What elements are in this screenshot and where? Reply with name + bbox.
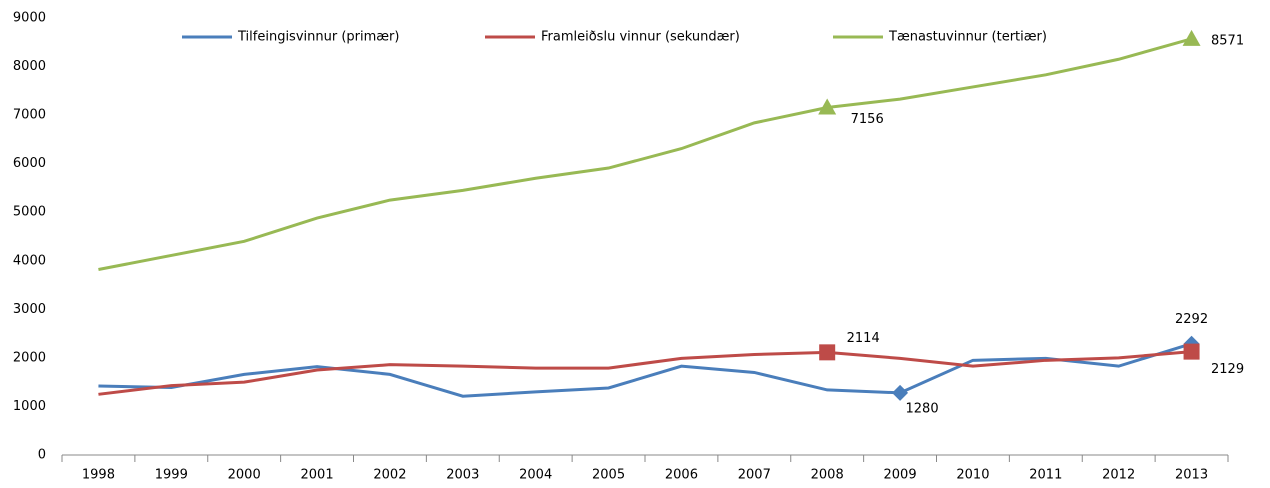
marker [1182, 29, 1201, 46]
x-tick-label: 2003 [446, 468, 479, 483]
x-tick-label: 2009 [884, 468, 917, 483]
y-tick-label: 5000 [13, 205, 46, 220]
data-label: 7156 [851, 112, 884, 127]
y-tick-label: 0 [38, 448, 46, 463]
y-tick-label: 1000 [13, 399, 46, 414]
y-tick-label: 9000 [13, 11, 46, 26]
legend-label: Tilfeingisvinnur (primær) [237, 30, 399, 45]
y-tick-label: 7000 [13, 108, 46, 123]
x-tick-label: 2008 [811, 468, 844, 483]
y-tick-label: 6000 [13, 156, 46, 171]
marker [818, 98, 837, 115]
data-label: 2129 [1211, 362, 1244, 377]
series-line [98, 350, 1192, 396]
x-tick-label: 1999 [155, 468, 188, 483]
marker [892, 384, 909, 401]
y-tick-label: 4000 [13, 253, 46, 268]
x-tick-label: 2002 [373, 468, 406, 483]
series-line [98, 37, 1192, 271]
x-tick-label: 2007 [738, 468, 771, 483]
x-tick-label: 2010 [956, 468, 989, 483]
x-tick-label: 2013 [1175, 468, 1208, 483]
legend-label: Tænastuvinnur (tertiær) [888, 30, 1047, 45]
y-tick-label: 3000 [13, 302, 46, 317]
x-tick-label: 2006 [665, 468, 698, 483]
x-tick-label: 2000 [228, 468, 261, 483]
data-label: 2292 [1175, 312, 1208, 327]
x-tick-label: 2012 [1102, 468, 1135, 483]
data-label: 8571 [1211, 33, 1244, 48]
marker [819, 344, 836, 361]
series-line [98, 342, 1193, 398]
data-label: 1280 [906, 401, 939, 416]
x-tick-label: 2011 [1029, 468, 1062, 483]
marker [1183, 343, 1200, 360]
x-tick-label: 2001 [301, 468, 334, 483]
legend-label: Framleiðslu vinnur (sekundær) [541, 30, 740, 45]
x-tick-label: 2004 [519, 468, 552, 483]
data-label: 2114 [847, 331, 880, 346]
x-tick-label: 2005 [592, 468, 625, 483]
x-tick-label: 1998 [82, 468, 115, 483]
y-tick-label: 8000 [13, 59, 46, 74]
y-tick-label: 2000 [13, 350, 46, 365]
